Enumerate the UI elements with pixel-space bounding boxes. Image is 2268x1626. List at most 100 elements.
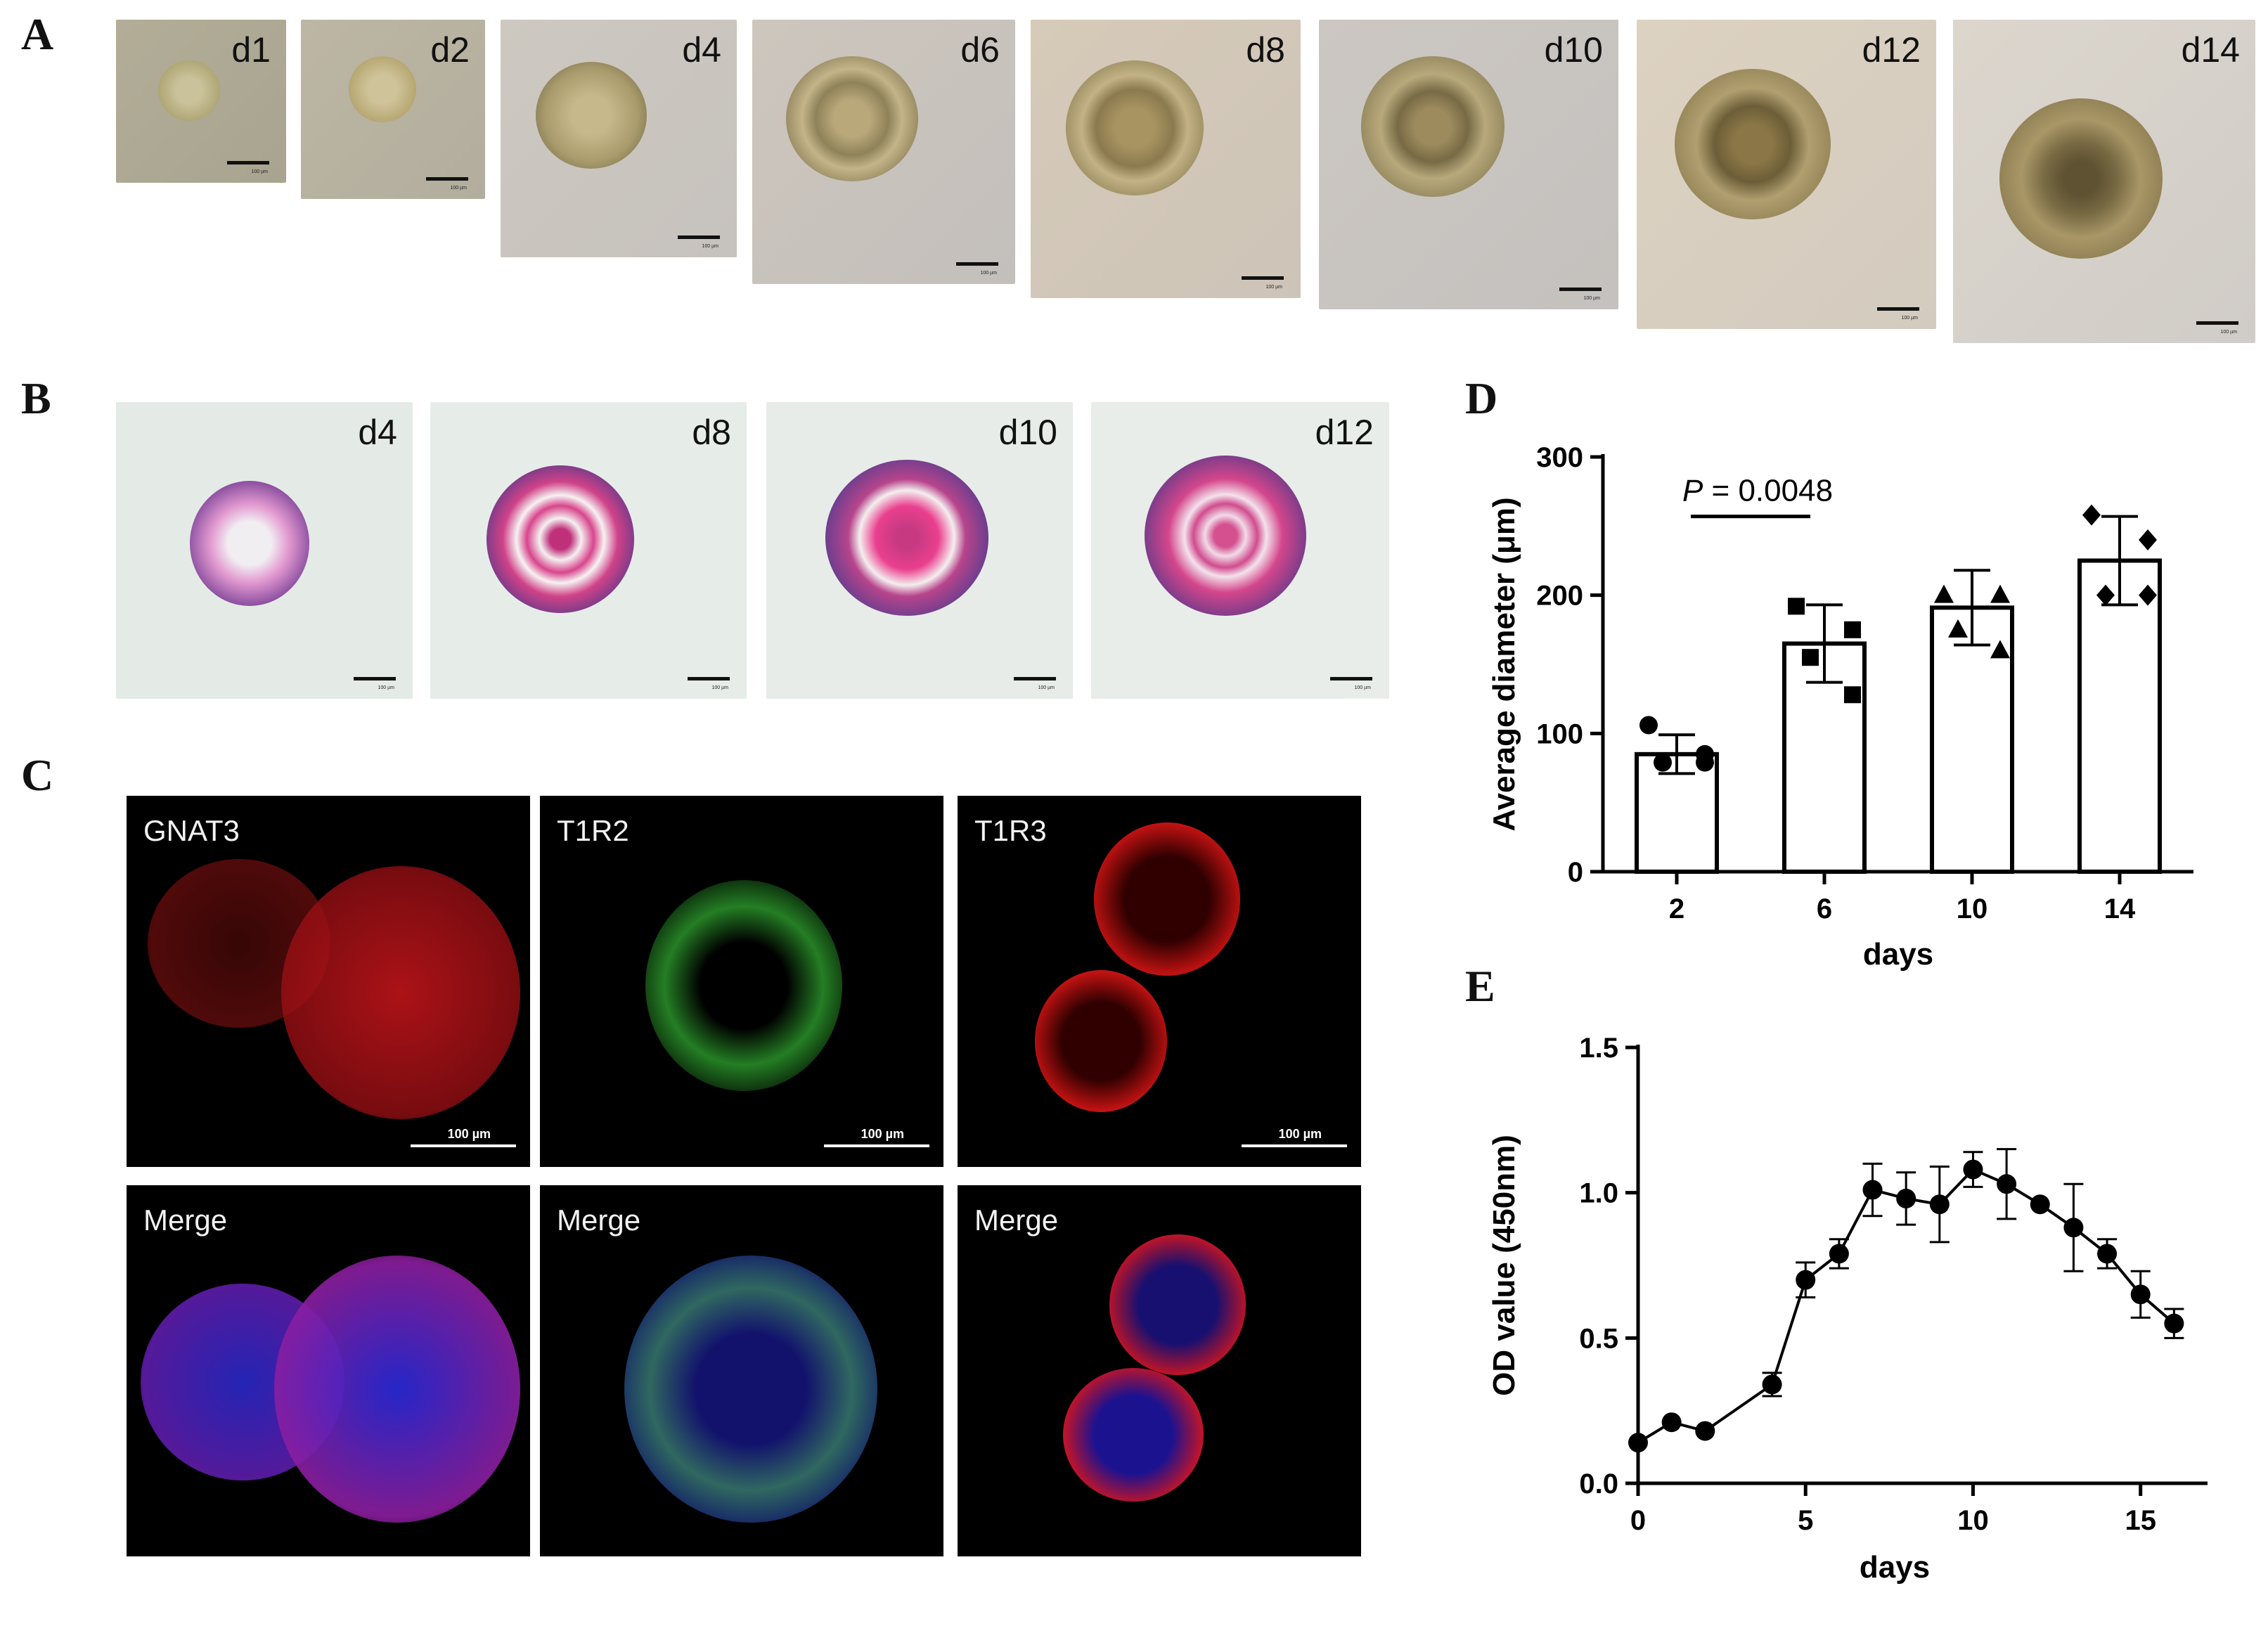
- data-point: [1990, 584, 2010, 603]
- data-point: [2082, 504, 2101, 526]
- panel-letter-a: A: [21, 9, 54, 59]
- data-point: [1990, 640, 2010, 659]
- x-tick-label: 15: [2125, 1505, 2156, 1536]
- y-tick-label: 0.0: [1579, 1469, 1618, 1499]
- micrograph-a-d10: d10 100 µm: [1319, 20, 1618, 309]
- micrograph-label: d6: [960, 30, 1000, 70]
- scale-bar-label: 100 µm: [1354, 685, 1372, 690]
- scale-bar: [688, 677, 730, 680]
- line-chart-od-value: 0.0 0.5 1.0 1.5 0 5 10 15 days OD value (450nm): [1487, 1033, 2208, 1585]
- scale-bar-label: 100 µm: [980, 271, 998, 276]
- data-point: [1639, 716, 1658, 735]
- micrograph-a-d4: d4 100 µm: [501, 20, 737, 257]
- micrograph-label: d4: [358, 413, 397, 452]
- data-point: [1997, 1174, 2017, 1194]
- data-point: [1696, 753, 1714, 772]
- y-tick-label: 100: [1536, 718, 1583, 749]
- scale-bar: [956, 262, 998, 266]
- micrograph-label: d2: [430, 30, 470, 70]
- panel-letter-c: C: [21, 750, 54, 800]
- micrograph-label: d4: [682, 30, 721, 70]
- data-point: [1654, 753, 1672, 772]
- data-point: [1829, 1244, 1849, 1264]
- data-point: [2097, 1244, 2118, 1264]
- channel-label: Merge: [974, 1204, 1059, 1237]
- x-tick-label: 6: [1817, 893, 1832, 924]
- scale-bar-label: 100 µm: [1278, 1127, 1322, 1141]
- y-tick-label: 0.5: [1579, 1323, 1618, 1354]
- micrograph-a-d12: d12 100 µm: [1637, 20, 1936, 329]
- y-tick-label: 200: [1536, 581, 1583, 612]
- scale-bar: [1330, 677, 1372, 680]
- histology-b-d4: d4 100 µm: [116, 402, 413, 699]
- scale-bar-label: 100 µm: [251, 169, 269, 174]
- data-point: [2096, 584, 2115, 606]
- fluorescence-merge-gnat3: Merge: [127, 1185, 530, 1556]
- histology-b-d10: d10 100 µm: [766, 402, 1073, 699]
- p-value-letter: P: [1682, 474, 1703, 508]
- fluorescence-t1r3: T1R3 100 µm: [958, 796, 1361, 1167]
- channel-label: Merge: [557, 1204, 641, 1237]
- histology-b-d12: d12 100 µm: [1091, 402, 1389, 699]
- panel-letter-b: B: [21, 373, 51, 423]
- fluorescence-gnat3: GNAT3 100 µm: [127, 796, 530, 1167]
- micrograph-label: d8: [692, 413, 731, 452]
- scale-bar: [678, 235, 720, 239]
- scale-bar-label: 100 µm: [1583, 296, 1601, 301]
- micrograph-a-d6: d6 100 µm: [752, 20, 1015, 284]
- scale-bar: [1242, 276, 1284, 280]
- data-point: [2130, 1284, 2151, 1305]
- scale-bar-label: 100 µm: [1901, 316, 1919, 321]
- y-tick-label: 300: [1536, 442, 1583, 473]
- bar: [2077, 558, 2162, 874]
- y-axis-title: Average diameter (μm): [1487, 497, 1521, 831]
- micrograph-a-d8: d8 100 µm: [1031, 20, 1301, 298]
- scale-bar: [1242, 1144, 1347, 1147]
- scale-bar-label: 100 µm: [378, 685, 395, 690]
- x-tick-label: 2: [1669, 893, 1684, 924]
- panel-letter-d: D: [1465, 373, 1498, 423]
- data-point: [1844, 621, 1861, 638]
- fluorescence-merge-t1r3: Merge: [958, 1185, 1361, 1556]
- micrograph-label: d12: [1862, 30, 1921, 70]
- scale-bar-label: 100 µm: [450, 186, 468, 191]
- data-point: [1948, 619, 1968, 638]
- y-tick-label: 1.5: [1579, 1033, 1618, 1064]
- x-axis-title: days: [1863, 937, 1933, 972]
- data-point: [1762, 1374, 1782, 1395]
- series-line: [1637, 1168, 2175, 1444]
- scale-bar-label: 100 µm: [447, 1127, 491, 1141]
- data-point: [1934, 584, 1954, 603]
- scale-bar: [426, 177, 468, 181]
- data-point: [1844, 686, 1861, 704]
- micrograph-a-d2: d2 100 µm: [301, 20, 485, 199]
- micrograph-label: d8: [1246, 30, 1285, 70]
- micrograph-label: d14: [2181, 30, 2240, 70]
- panel-letter-e: E: [1465, 961, 1495, 1011]
- data-point: [1802, 649, 1819, 666]
- micrograph-label: d12: [1315, 413, 1374, 452]
- scale-bar-label: 100 µm: [861, 1127, 904, 1141]
- scale-bar: [824, 1144, 929, 1147]
- scale-bar-label: 100 µm: [702, 244, 719, 249]
- micrograph-label: d10: [998, 413, 1057, 452]
- fluorescence-merge-t1r2: Merge: [540, 1185, 943, 1556]
- scale-bar-label: 100 µm: [2220, 330, 2238, 335]
- x-tick-label: 10: [1957, 893, 1988, 924]
- p-value-text: = 0.0048: [1703, 474, 1833, 508]
- micrograph-label: d10: [1544, 30, 1603, 70]
- x-tick-label: 10: [1957, 1505, 1989, 1536]
- micrograph-a-d1: d1 100 µm: [116, 20, 286, 183]
- x-axis-title: days: [1860, 1550, 1930, 1585]
- data-point: [1788, 598, 1805, 615]
- y-tick-label: 1.0: [1579, 1178, 1618, 1209]
- bar-chart-average-diameter: 0 100 200 300 2 6 10 14 P = 0.0048 days Average di…: [1487, 442, 2193, 972]
- channel-label: T1R2: [557, 814, 629, 847]
- x-tick-label: 5: [1798, 1505, 1813, 1536]
- micrograph-a-d14: d14 100 µm: [1953, 20, 2255, 343]
- scale-bar: [1877, 307, 1919, 311]
- scale-bar-label: 100 µm: [1038, 685, 1055, 690]
- data-point: [2063, 1218, 2084, 1238]
- channel-label: T1R3: [974, 814, 1047, 847]
- data-point: [2139, 529, 2157, 550]
